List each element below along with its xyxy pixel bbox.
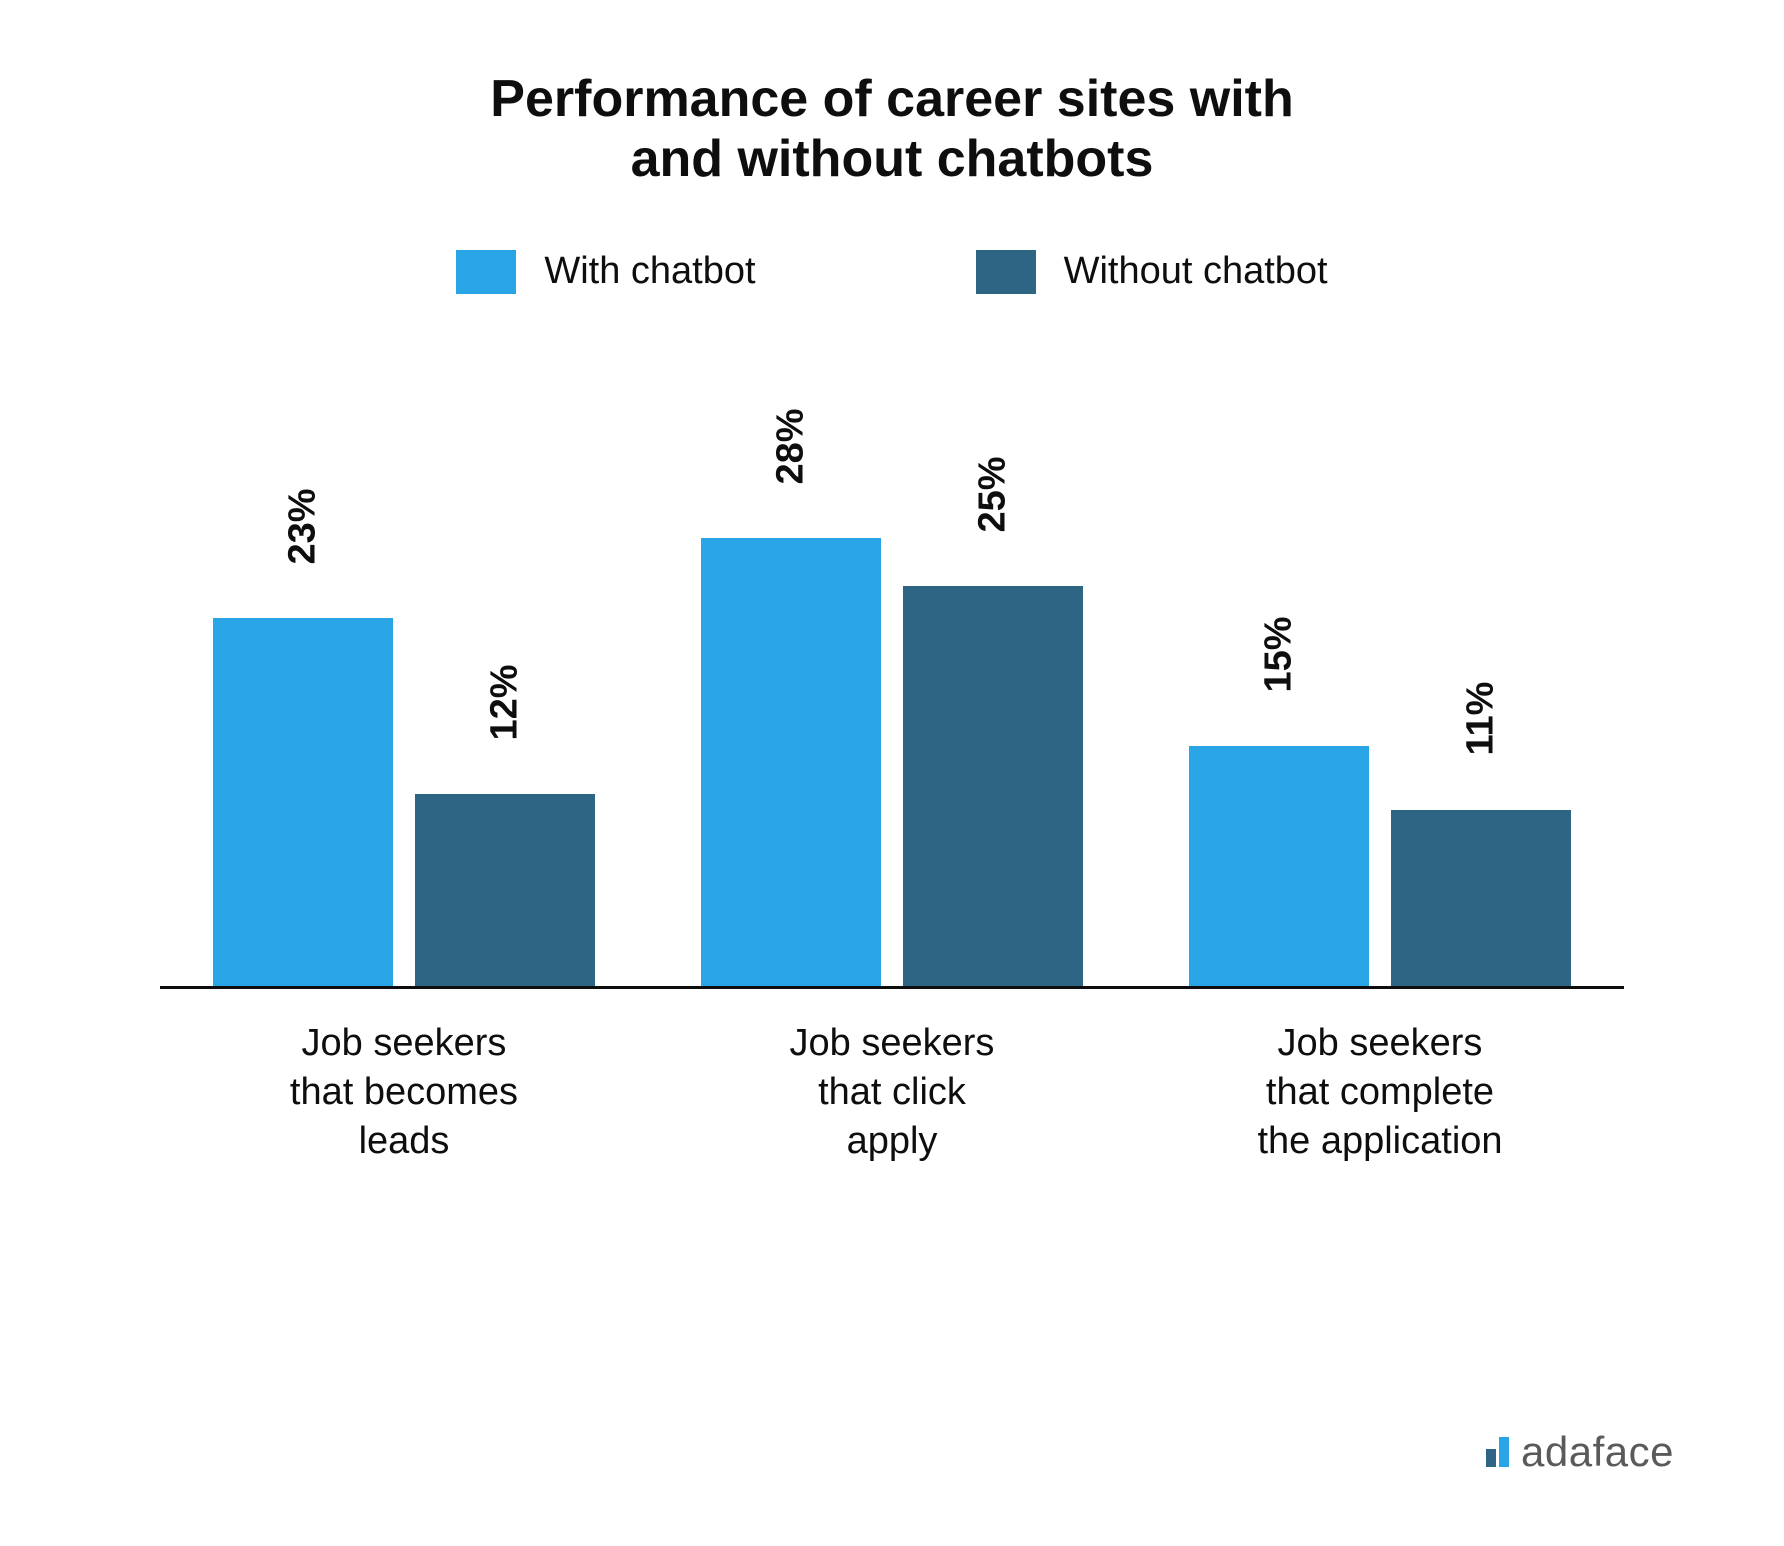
bar-value-label: 28% <box>770 408 813 484</box>
x-axis-label: Job seekers that complete the applicatio… <box>1170 1019 1590 1167</box>
bar <box>1391 810 1571 986</box>
legend: With chatbot Without chatbot <box>120 250 1664 294</box>
bar-value-label: 25% <box>972 456 1015 532</box>
bar-wrap: 12% <box>415 794 595 986</box>
plot-area: 23% 12% 28% 25% <box>160 349 1624 989</box>
bar <box>213 618 393 986</box>
x-axis-labels: Job seekers that becomes leads Job seeke… <box>160 1019 1624 1167</box>
bar-group: 28% 25% <box>701 538 1083 986</box>
bar-wrap: 25% <box>903 586 1083 986</box>
bar-wrap: 23% <box>213 618 393 986</box>
bar <box>903 586 1083 986</box>
bar <box>701 538 881 986</box>
legend-swatch <box>976 250 1036 294</box>
x-axis-label: Job seekers that click apply <box>682 1019 1102 1167</box>
bar <box>1189 746 1369 986</box>
bar-group: 23% 12% <box>213 618 595 986</box>
bar-wrap: 11% <box>1391 810 1571 986</box>
legend-swatch <box>456 250 516 294</box>
x-axis-label: Job seekers that becomes leads <box>194 1019 614 1167</box>
bar-value-label: 15% <box>1258 616 1301 692</box>
legend-item-without-chatbot: Without chatbot <box>976 250 1328 294</box>
brand-bars-icon <box>1486 1437 1509 1467</box>
legend-label: Without chatbot <box>1064 250 1328 293</box>
brand-logo: adaface <box>1486 1428 1674 1476</box>
brand-text: adaface <box>1521 1428 1674 1476</box>
bar <box>415 794 595 986</box>
bar-value-label: 11% <box>1460 681 1503 755</box>
chart-container: Performance of career sites with and wit… <box>120 70 1664 1167</box>
chart-title: Performance of career sites with and wit… <box>120 70 1664 190</box>
bar-wrap: 28% <box>701 538 881 986</box>
bar-wrap: 15% <box>1189 746 1369 986</box>
bar-group: 15% 11% <box>1189 746 1571 986</box>
bar-value-label: 23% <box>282 488 325 564</box>
legend-item-with-chatbot: With chatbot <box>456 250 755 294</box>
legend-label: With chatbot <box>544 250 755 293</box>
bar-groups: 23% 12% 28% 25% <box>160 349 1624 986</box>
bar-value-label: 12% <box>484 664 527 740</box>
